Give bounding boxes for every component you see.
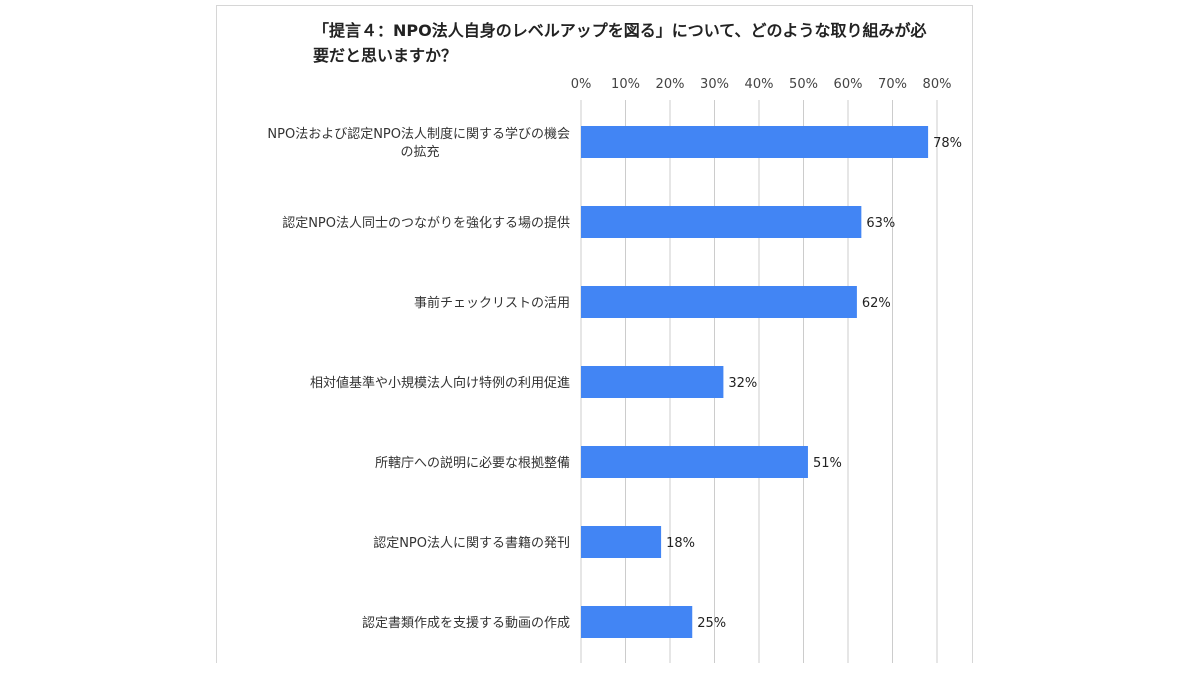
category-label: 相対値基準や小規模法人向け特例の利用促進	[310, 375, 570, 391]
bar	[581, 126, 929, 158]
category-label: の拡充	[400, 144, 439, 160]
bar	[581, 446, 808, 478]
x-tick-label: 50%	[789, 77, 818, 92]
x-tick-label: 10%	[611, 77, 640, 92]
x-tick-label: 80%	[923, 77, 952, 92]
x-tick-label: 70%	[878, 77, 907, 92]
data-label: 63%	[866, 216, 895, 231]
x-tick-label: 60%	[834, 77, 863, 92]
chart-frame	[216, 5, 973, 663]
data-label: 18%	[666, 536, 695, 551]
category-label: 事前チェックリストの活用	[414, 295, 570, 311]
data-label: 62%	[862, 296, 891, 311]
x-tick-label: 0%	[571, 77, 592, 92]
x-tick-label: 20%	[656, 77, 685, 92]
bar	[581, 286, 857, 318]
bar	[581, 526, 662, 558]
data-label: 78%	[933, 136, 962, 151]
data-label: 32%	[728, 376, 757, 391]
bar	[581, 366, 724, 398]
chart-title: 「提言４：NPO法人自身のレベルアップを図る」について、どのような取り組みが必要…	[313, 21, 927, 65]
bar	[581, 206, 862, 238]
category-label: 認定NPO法人に関する書籍の発刊	[373, 535, 570, 551]
category-label: 認定NPO法人同士のつながりを強化する場の提供	[282, 215, 570, 231]
x-tick-label: 40%	[745, 77, 774, 92]
x-tick-label: 30%	[700, 77, 729, 92]
category-label: 所轄庁への説明に必要な根拠整備	[375, 455, 570, 471]
category-label: 認定書類作成を支援する動画の作成	[362, 615, 570, 631]
bar	[581, 606, 693, 638]
data-label: 51%	[813, 456, 842, 471]
data-label: 25%	[697, 616, 726, 631]
category-label: NPO法および認定NPO法人制度に関する学びの機会	[267, 126, 570, 142]
